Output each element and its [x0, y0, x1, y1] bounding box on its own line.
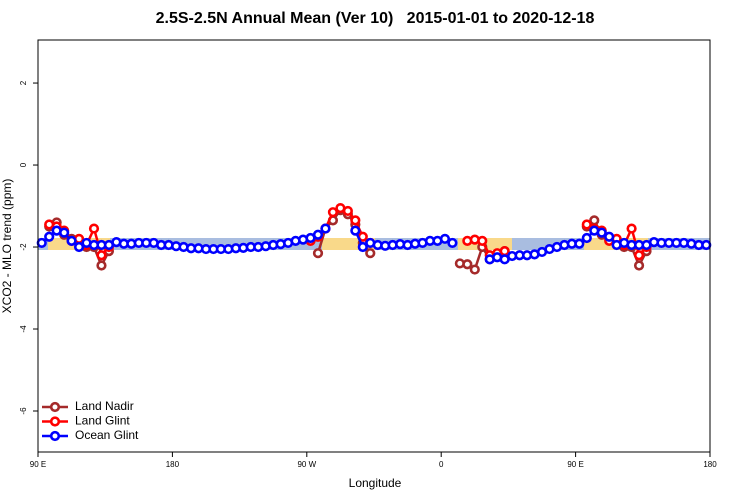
x-tick-label: 180 — [703, 460, 717, 469]
series-point — [439, 233, 451, 244]
y-tick-label: -2 — [19, 243, 28, 251]
series-point — [96, 260, 107, 271]
series-point — [469, 264, 480, 275]
y-tick-label: 2 — [19, 80, 28, 85]
plot-frame — [37, 39, 711, 453]
legend-marker — [49, 401, 61, 413]
chart-title: 2.5S-2.5N Annual Mean (Ver 10) 2015-01-0… — [156, 10, 595, 27]
series-point — [88, 223, 100, 234]
series-point — [581, 232, 592, 244]
y-tick-label: -6 — [19, 407, 28, 415]
legend-label: Ocean Glint — [75, 428, 139, 442]
series-point — [342, 205, 353, 217]
series-point — [96, 250, 107, 261]
x-tick-label: 90 E — [567, 460, 583, 469]
series-point — [462, 259, 473, 270]
series-point — [365, 248, 376, 259]
series-point — [447, 237, 458, 249]
series-point — [626, 223, 637, 234]
legend-marker — [49, 430, 61, 442]
y-tick-label: 0 — [19, 162, 28, 167]
x-tick-label: 0 — [439, 460, 444, 469]
series-point — [320, 223, 331, 234]
y-tick-label: -4 — [19, 325, 28, 333]
series-point — [633, 250, 645, 261]
series-point — [633, 260, 645, 271]
series-point — [73, 241, 85, 253]
series-point — [44, 231, 55, 242]
legend-label: Land Nadir — [75, 399, 134, 413]
plot-marks — [36, 202, 712, 275]
series-point — [701, 239, 712, 251]
series-point — [581, 219, 592, 230]
series-point — [477, 235, 488, 246]
series-point — [327, 207, 339, 218]
series-point — [357, 241, 368, 253]
x-tick-label: 90 E — [30, 460, 46, 469]
series-point — [499, 246, 510, 257]
legend-label: Land Glint — [75, 414, 130, 428]
series-point — [66, 235, 77, 246]
series-point — [604, 231, 615, 242]
series-point — [350, 225, 361, 236]
series-point — [36, 237, 47, 249]
series-point — [574, 238, 585, 249]
x-axis-label: Longitude — [349, 476, 402, 490]
series-point — [350, 215, 361, 226]
legend-marker — [49, 416, 61, 427]
series-point — [312, 248, 324, 259]
x-tick-label: 180 — [166, 460, 180, 469]
series-point — [596, 227, 607, 238]
x-tick-label: 90 W — [297, 460, 316, 469]
series-point — [312, 229, 324, 240]
y-axis-label: XCO2 - MLO trend (ppm) — [0, 179, 14, 314]
series-point — [59, 227, 70, 238]
